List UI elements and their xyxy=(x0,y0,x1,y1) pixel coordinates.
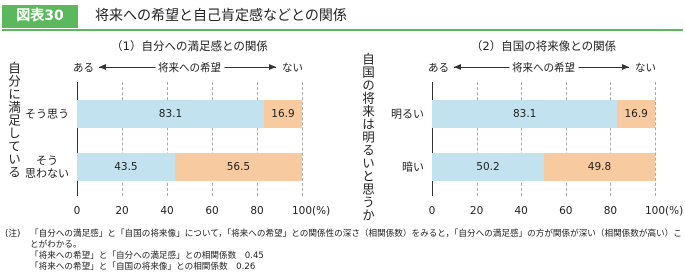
x-tick-label: 60 xyxy=(205,205,219,217)
x-tick-label: 80 xyxy=(250,205,264,217)
x-tick-label: 40 xyxy=(514,205,528,217)
value-label: 16.9 xyxy=(624,108,648,120)
bar-segment: 16.9 xyxy=(263,100,302,128)
note-text: 「将来への希望」と「自国の将来像」との相関係数 0.26 xyxy=(30,262,256,272)
grid-line xyxy=(302,82,303,196)
bar-segment: 83.1 xyxy=(77,100,264,128)
grid-line xyxy=(167,82,168,196)
header-rule xyxy=(2,29,683,31)
category-label: そう 思わない xyxy=(25,154,69,180)
x-unit: (%) xyxy=(665,205,684,217)
scale-left: ある xyxy=(428,62,449,74)
scale-center: 将来への希望 xyxy=(155,60,224,75)
page-title: 将来への希望と自己肯定感などとの関係 xyxy=(95,8,347,24)
arrow-head-left xyxy=(99,64,106,70)
bar-segment: 56.5 xyxy=(174,153,302,181)
note-text: 「将来への希望」と「自分への満足感」との相関係数 0.45 xyxy=(30,251,264,261)
scale-left: ある xyxy=(73,62,94,74)
scale-right: ない xyxy=(282,62,303,74)
grid-line xyxy=(610,82,612,196)
value-label: 83.1 xyxy=(158,108,183,120)
note-label: (注) xyxy=(5,229,21,239)
bar-segment: 16.9 xyxy=(617,100,655,128)
grid-line xyxy=(476,82,478,196)
x-tick-label: 100 xyxy=(291,205,313,217)
value-label: 49.8 xyxy=(587,161,612,173)
grid-line xyxy=(521,82,523,196)
chart-title: （2）自国の将来像との関係 xyxy=(470,39,617,53)
grid-line xyxy=(212,82,213,196)
x-tick-label: 40 xyxy=(160,205,174,217)
bar-segment: 43.5 xyxy=(77,153,175,181)
y-axis-title: 自分に満足している xyxy=(6,61,21,179)
value-label: 56.5 xyxy=(226,161,251,173)
scale-center: 将来への希望 xyxy=(509,60,578,75)
x-tick-label: 0 xyxy=(73,205,81,217)
x-tick-label: 20 xyxy=(115,205,129,217)
grid-line xyxy=(565,82,567,196)
value-label: 50.2 xyxy=(476,161,500,173)
x-tick-label: 20 xyxy=(469,205,484,217)
category-label: そう思う xyxy=(25,107,69,121)
value-label: 43.5 xyxy=(114,161,138,173)
axis-line xyxy=(432,82,433,196)
chart-title: （1）自分への満足感との関係 xyxy=(111,39,268,53)
value-label: 16.9 xyxy=(271,108,295,120)
scale-right: ない xyxy=(635,62,656,74)
category-label: 明るい xyxy=(391,107,424,121)
grid-line xyxy=(257,82,258,196)
axis-line xyxy=(77,82,78,196)
arrow-head-right xyxy=(269,64,276,70)
x-tick-label: 80 xyxy=(603,205,618,217)
arrow-head-left xyxy=(454,64,461,70)
bar-segment: 49.8 xyxy=(543,153,655,181)
value-label: 83.1 xyxy=(512,108,537,120)
bar-segment: 50.2 xyxy=(432,153,544,181)
category-label: 暗い xyxy=(402,160,424,174)
grid-line xyxy=(122,82,123,196)
x-tick-label: 100 xyxy=(644,205,666,217)
arrow-head-right xyxy=(622,64,629,70)
note-text: 「自分への満足感」と「自国の将来像」について，「将来への希望」との関係性の深さ（… xyxy=(30,229,682,250)
grid-line xyxy=(655,82,656,196)
figure-number: 図表30 xyxy=(2,5,78,28)
x-tick-label: 60 xyxy=(559,205,573,217)
y-axis-title: 自国の将来は明るいと思うか xyxy=(360,52,375,222)
x-tick-label: 0 xyxy=(428,205,436,217)
bar-segment: 83.1 xyxy=(432,100,618,128)
x-unit: (%) xyxy=(312,205,331,217)
